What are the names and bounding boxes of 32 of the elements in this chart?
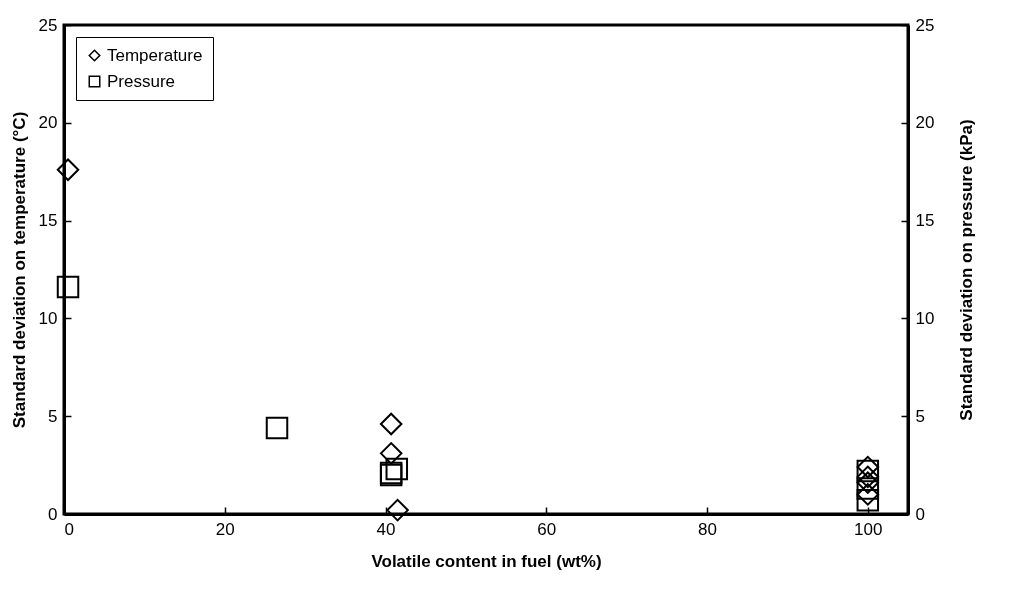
point: [385, 457, 409, 481]
x-tick-label: 100: [854, 519, 883, 539]
y2-tick-label: 5: [915, 406, 925, 426]
y2-tick-label: 10: [915, 308, 935, 328]
x-tick-label: 40: [376, 519, 396, 539]
point: [265, 416, 289, 440]
point: [856, 489, 880, 512]
y-tick-label: 20: [38, 113, 58, 133]
y2-tick-label: 25: [915, 15, 935, 35]
y-axis-title: Standard deviation on temperature (°C): [9, 111, 29, 429]
point: [386, 498, 409, 522]
point: [379, 412, 403, 436]
x-axis-title: Volatile content in fuel (wt%): [371, 551, 602, 571]
y-tick-label: 5: [48, 406, 58, 426]
point: [379, 442, 403, 465]
y2-tick-label: 0: [915, 504, 925, 524]
y-tick-label: 15: [38, 211, 58, 231]
legend-label: Temperature: [107, 45, 203, 65]
y-tick-label: 10: [38, 308, 58, 328]
y2-tick-label: 15: [915, 211, 935, 231]
y-tick-label: 0: [48, 504, 58, 524]
y-tick-label: 25: [38, 15, 58, 35]
x-tick-label: 80: [698, 519, 718, 539]
point: [56, 275, 80, 299]
x-tick-label: 60: [537, 519, 557, 539]
legend-label: Pressure: [107, 71, 176, 91]
x-tick-label: 0: [64, 519, 74, 539]
point: [856, 477, 880, 500]
y2-axis-title: Standard deviation on pressure (kPa): [957, 119, 977, 421]
y2-tick-label: 20: [915, 113, 935, 133]
x-tick-label: 20: [215, 519, 235, 539]
point: [56, 158, 80, 181]
